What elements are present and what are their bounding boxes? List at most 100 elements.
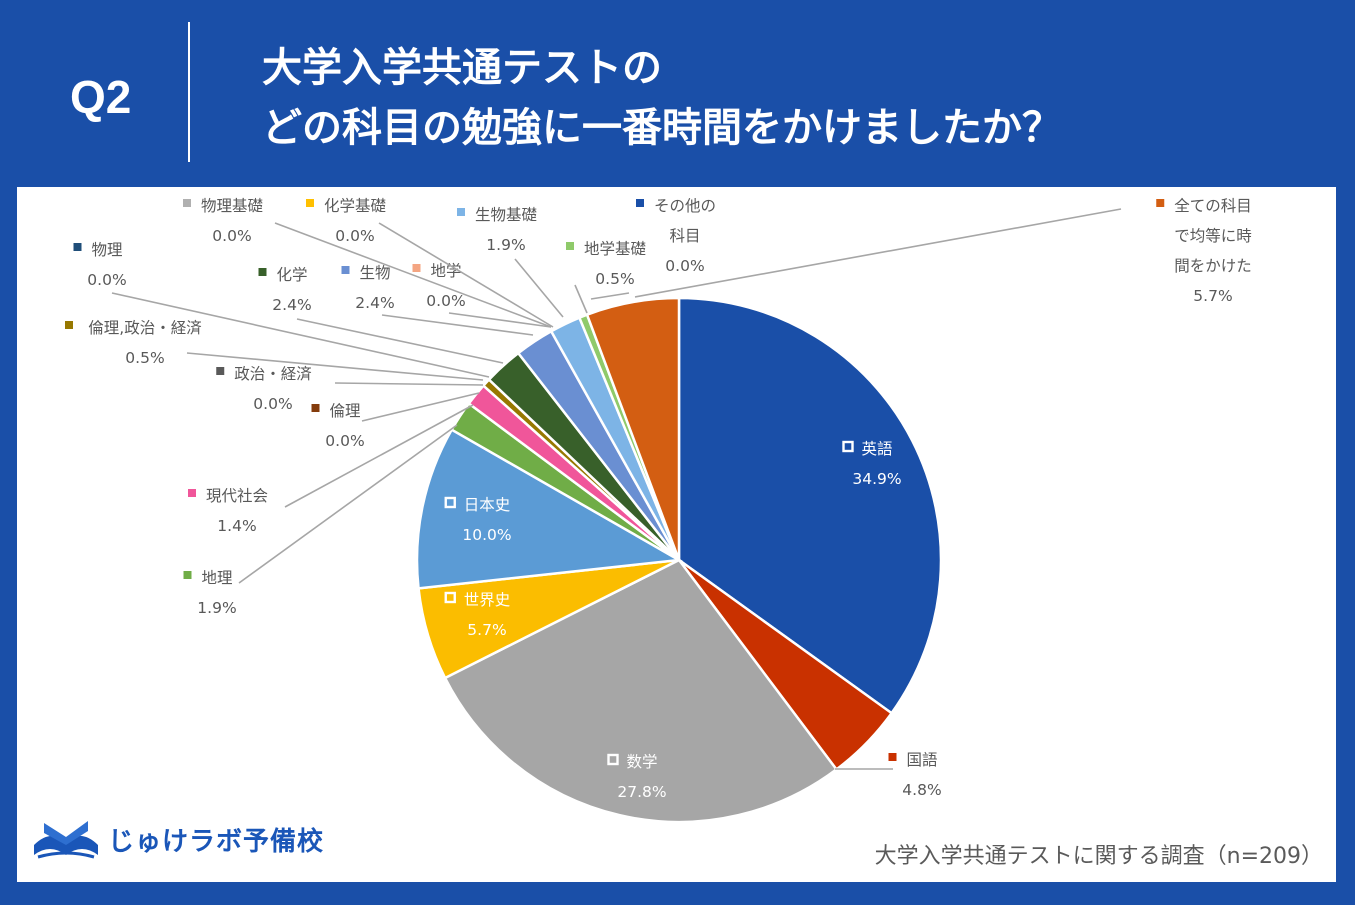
data-label: 化学基礎 0.0% xyxy=(306,197,386,245)
slice-value: 0.0% xyxy=(253,395,292,413)
data-label: 物理 0.0% xyxy=(73,241,127,289)
leader-line xyxy=(334,382,484,386)
slice-label: 倫理,政治・経済 xyxy=(88,319,201,337)
slice-label: 英語 xyxy=(861,440,892,458)
title-line-1: 大学入学共通テストの xyxy=(262,45,662,91)
legend-key-icon xyxy=(412,264,421,272)
legend-key-icon xyxy=(444,591,456,604)
data-label: 政治・経済 0.0% xyxy=(216,365,312,413)
pie-chart: 英語 34.9% 国語 4.8% 数学 27.8% 世界史 5.7% 日本史 10.0% 地理 1.9… xyxy=(65,197,1252,824)
legend-key-icon xyxy=(1156,199,1165,207)
header-divider xyxy=(188,22,190,162)
slice-value: 27.8% xyxy=(617,783,666,801)
slice-label: で均等に時 xyxy=(1174,227,1252,245)
legend-key-icon xyxy=(842,440,854,453)
legend-key-icon xyxy=(457,208,465,216)
slice-label: 国語 xyxy=(906,751,937,769)
legend-key-icon xyxy=(73,243,82,251)
leader-line xyxy=(574,284,588,314)
data-label: 物理基礎 0.0% xyxy=(183,197,263,245)
slice-label: 生物 xyxy=(359,264,390,282)
slice-value: 0.0% xyxy=(426,292,465,310)
slice-label: 全ての科目 xyxy=(1174,197,1252,215)
legend-key-icon xyxy=(65,321,73,329)
slice-label: 生物基礎 xyxy=(475,206,538,224)
legend-key-icon xyxy=(888,753,897,761)
legend-key-icon xyxy=(341,266,350,274)
data-label: 数学 27.8% xyxy=(607,753,667,801)
leader-line xyxy=(296,318,504,364)
question-number: Q2 xyxy=(70,71,132,123)
data-label: 現代社会 1.4% xyxy=(188,487,268,535)
leader-line xyxy=(284,404,474,508)
slice-label: 間をかけた xyxy=(1174,257,1252,275)
slice-label: 物理基礎 xyxy=(201,197,264,215)
slice-label: その他の xyxy=(654,197,716,215)
leader-line xyxy=(634,208,1122,298)
data-label: 地学 0.0% xyxy=(412,262,466,310)
slice-label: 化学 xyxy=(276,266,307,284)
legend-key-icon xyxy=(444,496,456,509)
legend-key-icon xyxy=(311,404,320,412)
data-label: 世界史 5.7% xyxy=(444,591,511,639)
brand-name: じゅけラボ予備校 xyxy=(108,826,325,857)
slice-value: 0.0% xyxy=(87,271,126,289)
title-line-2: どの科目の勉強に一番時間をかけましたか？ xyxy=(262,105,1062,151)
slice-value: 0.0% xyxy=(665,257,704,275)
slice-label: 倫理 xyxy=(329,402,360,420)
slice-value: 2.4% xyxy=(272,296,311,314)
data-label: 倫理 0.0% xyxy=(311,402,365,450)
slice-value: 1.9% xyxy=(486,236,525,254)
leader-line xyxy=(378,222,554,328)
book-logo-icon xyxy=(34,821,98,859)
question-title: 大学入学共通テストの どの科目の勉強に一番時間をかけましたか？ xyxy=(262,38,1322,158)
data-label: 英語 34.9% xyxy=(842,440,902,488)
slice-value: 0.0% xyxy=(335,227,374,245)
slice-日本史 xyxy=(415,428,683,590)
leader-line xyxy=(111,292,490,378)
data-label: 化学 2.4% xyxy=(258,266,312,314)
legend-key-icon xyxy=(607,753,619,766)
legend-key-icon xyxy=(183,199,191,207)
slice-label: 化学基礎 xyxy=(324,197,387,215)
source-note: 大学入学共通テストに関する調査（n=209） xyxy=(874,844,1323,869)
slice-value: 0.0% xyxy=(325,432,364,450)
slice-value: 0.0% xyxy=(212,227,251,245)
slice-label: 現代社会 xyxy=(206,487,268,505)
slice-label: 科目 xyxy=(669,227,700,245)
slice-value: 0.5% xyxy=(125,349,164,367)
data-label: 生物 2.4% xyxy=(341,264,395,312)
legend-key-icon xyxy=(566,242,574,250)
leader-line xyxy=(238,424,458,584)
slice-value: 1.4% xyxy=(217,517,256,535)
slice-value: 10.0% xyxy=(462,526,511,544)
legend-key-icon xyxy=(306,199,314,207)
slice-value: 1.9% xyxy=(197,599,236,617)
leader-line xyxy=(590,292,630,300)
slice-label: 世界史 xyxy=(464,591,511,609)
slice-全ての科目で均等に時間をかけた xyxy=(585,296,681,561)
slice-label: 数学 xyxy=(626,753,657,771)
slice-label: 地学 xyxy=(430,262,461,280)
leader-line xyxy=(514,258,564,318)
leader-line xyxy=(448,312,552,328)
data-label: 地学基礎 0.5% xyxy=(566,240,646,288)
leader-line xyxy=(361,392,480,422)
slice-value: 34.9% xyxy=(852,470,901,488)
slice-label: 地理 xyxy=(201,569,232,587)
legend-key-icon xyxy=(216,367,225,375)
slice-value: 4.8% xyxy=(902,781,941,799)
data-label: 倫理,政治・経済 0.5% xyxy=(65,319,202,367)
slice-英語 xyxy=(677,296,943,715)
data-label: 日本史 10.0% xyxy=(444,496,512,544)
chart-card: 英語 34.9% 国語 4.8% 数学 27.8% 世界史 5.7% 日本史 10.0% 地理 1.9… xyxy=(17,187,1336,882)
brand-logo: じゅけラボ予備校 xyxy=(30,815,324,863)
slice-label: 日本史 xyxy=(464,496,511,514)
leader-line xyxy=(381,314,534,336)
slice-value: 0.5% xyxy=(595,270,634,288)
legend-key-icon xyxy=(183,571,192,579)
slice-label: 物理 xyxy=(91,241,122,259)
data-label: 国語 4.8% xyxy=(888,751,942,799)
